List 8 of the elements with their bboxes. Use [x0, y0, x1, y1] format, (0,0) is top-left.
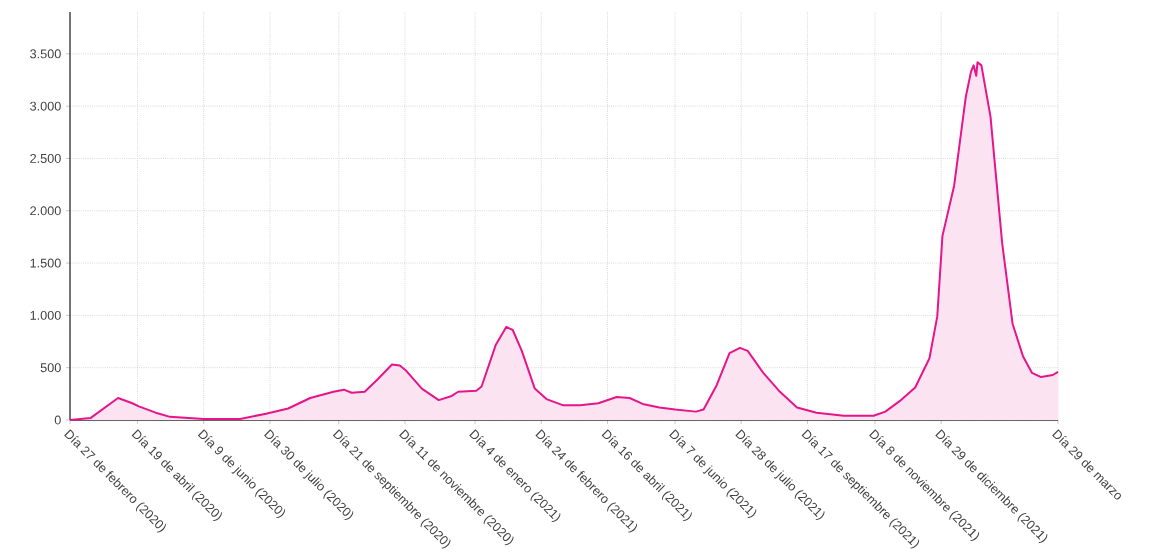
y-tick-label: 3.000	[30, 101, 61, 111]
y-tick-label: 3.500	[30, 49, 61, 59]
y-tick-label: 2.000	[30, 206, 61, 216]
y-tick-label: 2.500	[30, 153, 61, 163]
y-tick-label: 1.000	[30, 310, 61, 320]
y-tick-label: 1.500	[30, 258, 61, 268]
y-tick-label: 500	[40, 363, 61, 373]
y-tick-label: 0	[54, 415, 61, 425]
